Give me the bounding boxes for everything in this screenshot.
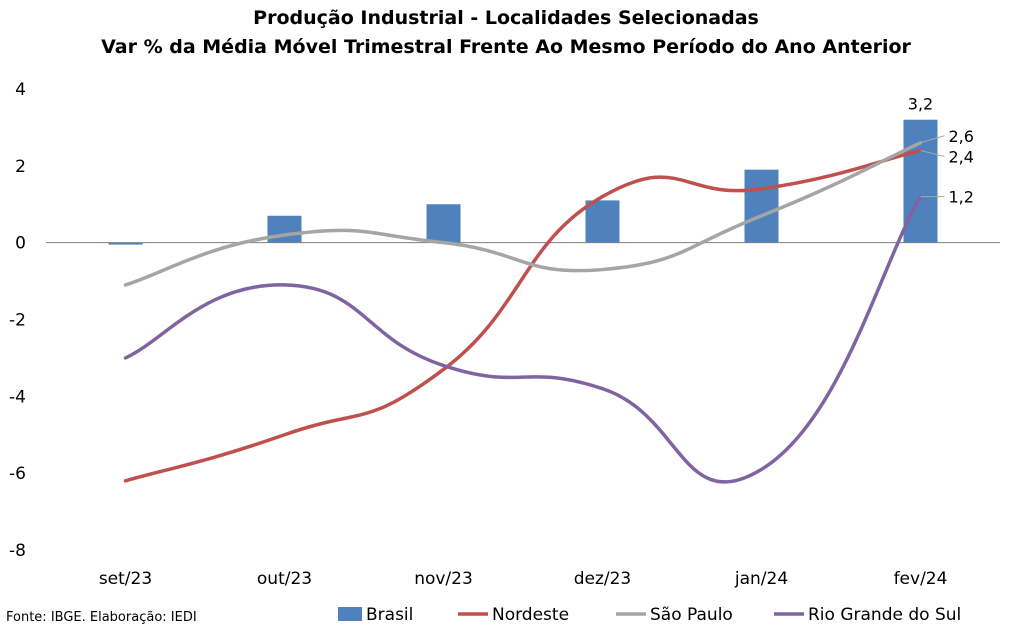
y-tick-label: 2: [15, 157, 26, 177]
series-lines: [123, 141, 923, 484]
x-tick-label: dez/23: [574, 569, 632, 589]
x-tick-label: nov/23: [414, 569, 473, 589]
x-tick-label: set/23: [99, 569, 152, 589]
leader-line: [920, 135, 945, 144]
source-note: Fonte: IBGE. Elaboração: IEDI: [6, 610, 197, 625]
line-nordeste: [123, 148, 923, 483]
bar-brasil: [108, 242, 143, 245]
data-label-nordeste: 2,4: [949, 147, 974, 166]
bars: [108, 119, 938, 245]
legend-label-rio-grande-do-sul: Rio Grande do Sul: [808, 605, 961, 625]
legend: Brasil Nordeste São Paulo Rio Grande do Sul: [338, 605, 961, 625]
y-axis: 4 2 0 -2 -4 -6 -8: [9, 80, 26, 561]
leader-line: [920, 149, 945, 157]
legend-label-sao-paulo: São Paulo: [650, 605, 733, 625]
x-tick-label: jan/24: [734, 569, 788, 589]
bar-brasil: [744, 169, 779, 243]
line-sao-paulo: [123, 141, 923, 287]
legend-swatch-brasil: [338, 607, 362, 621]
y-tick-label: -6: [9, 464, 26, 484]
y-tick-label: 4: [15, 80, 26, 100]
y-tick-label: -8: [9, 541, 26, 561]
x-tick-label: out/23: [257, 569, 312, 589]
bar-brasil: [267, 215, 302, 243]
bar-brasil: [585, 200, 620, 243]
bar-brasil: [426, 204, 461, 243]
x-axis: set/23 out/23 nov/23 dez/23 jan/24 fev/24: [99, 569, 948, 589]
y-tick-label: 0: [15, 234, 26, 254]
chart-subtitle: Var % da Média Móvel Trimestral Frente A…: [101, 36, 911, 58]
bar-brasil: [903, 119, 938, 243]
data-label-brasil: 3,2: [908, 95, 933, 114]
data-labels: 3,2 2,62,4 1,2: [908, 95, 974, 207]
y-tick-label: -4: [9, 387, 26, 407]
line-rio-grande-do-sul: [123, 194, 923, 484]
y-tick-label: -2: [9, 311, 26, 331]
legend-label-brasil: Brasil: [366, 605, 413, 625]
x-tick-label: fev/24: [894, 569, 948, 589]
data-label-rio-grande-do-sul: 1,2: [949, 188, 974, 207]
data-label-sao-paulo: 2,6: [949, 127, 974, 146]
legend-label-nordeste: Nordeste: [492, 605, 569, 625]
chart-title: Produção Industrial - Localidades Seleci…: [253, 7, 759, 29]
